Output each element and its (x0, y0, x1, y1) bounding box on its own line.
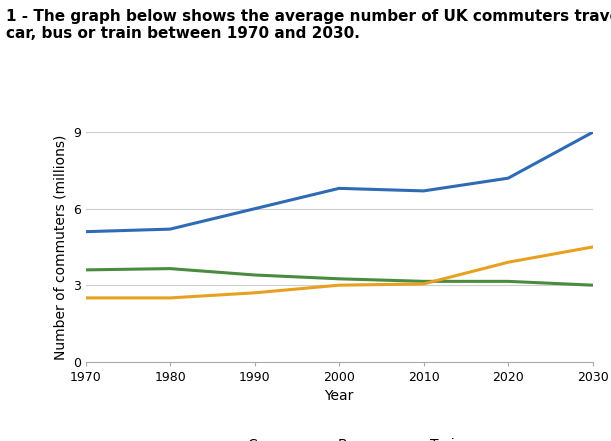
Text: 1 - The graph below shows the average number of UK commuters travelling each day: 1 - The graph below shows the average nu… (6, 9, 611, 41)
Legend: Car, Bus, Train: Car, Bus, Train (210, 433, 469, 441)
X-axis label: Year: Year (324, 389, 354, 403)
Y-axis label: Number of commuters (millions): Number of commuters (millions) (53, 134, 67, 360)
